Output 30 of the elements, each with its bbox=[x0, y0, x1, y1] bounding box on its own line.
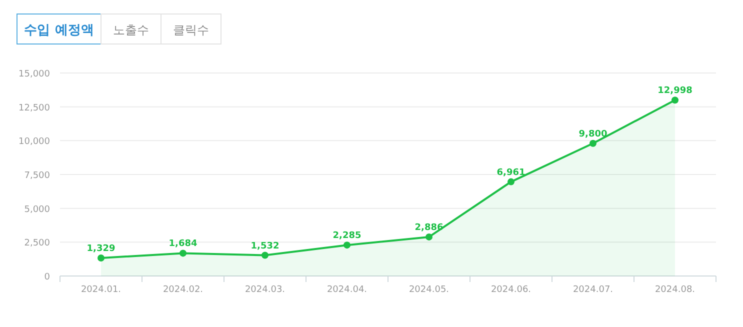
data-label: 1,532 bbox=[250, 241, 280, 252]
y-tick-label: 15,000 bbox=[18, 70, 50, 80]
x-tick-label: 2024.02. bbox=[162, 285, 204, 295]
x-tick-label: 2024.04. bbox=[326, 285, 368, 295]
x-tick-label: 2024.08. bbox=[654, 285, 696, 295]
data-label: 12,998 bbox=[658, 86, 692, 96]
x-tick-label: 2024.06. bbox=[490, 285, 532, 295]
data-label: 1,684 bbox=[168, 239, 198, 250]
y-tick-label: 5,000 bbox=[24, 204, 50, 215]
y-tick-label: 10,000 bbox=[18, 137, 50, 148]
point bbox=[508, 178, 514, 186]
data-label: 2,285 bbox=[332, 231, 362, 242]
x-tick-label: 2024.01. bbox=[80, 285, 122, 295]
data-label: 1,329 bbox=[86, 244, 116, 254]
data-label: 6,961 bbox=[496, 168, 526, 178]
y-tick-label: 7,500 bbox=[24, 171, 50, 181]
x-tick-label: 2024.07. bbox=[572, 285, 614, 295]
x-tick-label: 2024.05. bbox=[408, 285, 450, 295]
data-label: 9,800 bbox=[578, 129, 608, 140]
y-tick-label: 0 bbox=[44, 272, 50, 282]
point bbox=[672, 96, 678, 104]
x-tick-label: 2024.03. bbox=[244, 285, 286, 295]
y-tick-label: 2,500 bbox=[24, 238, 50, 249]
y-tick-label: 12,500 bbox=[18, 103, 50, 114]
point bbox=[98, 254, 104, 262]
point bbox=[426, 233, 432, 240]
point bbox=[344, 242, 350, 249]
point bbox=[590, 140, 596, 147]
point bbox=[180, 250, 186, 257]
point bbox=[262, 252, 268, 259]
